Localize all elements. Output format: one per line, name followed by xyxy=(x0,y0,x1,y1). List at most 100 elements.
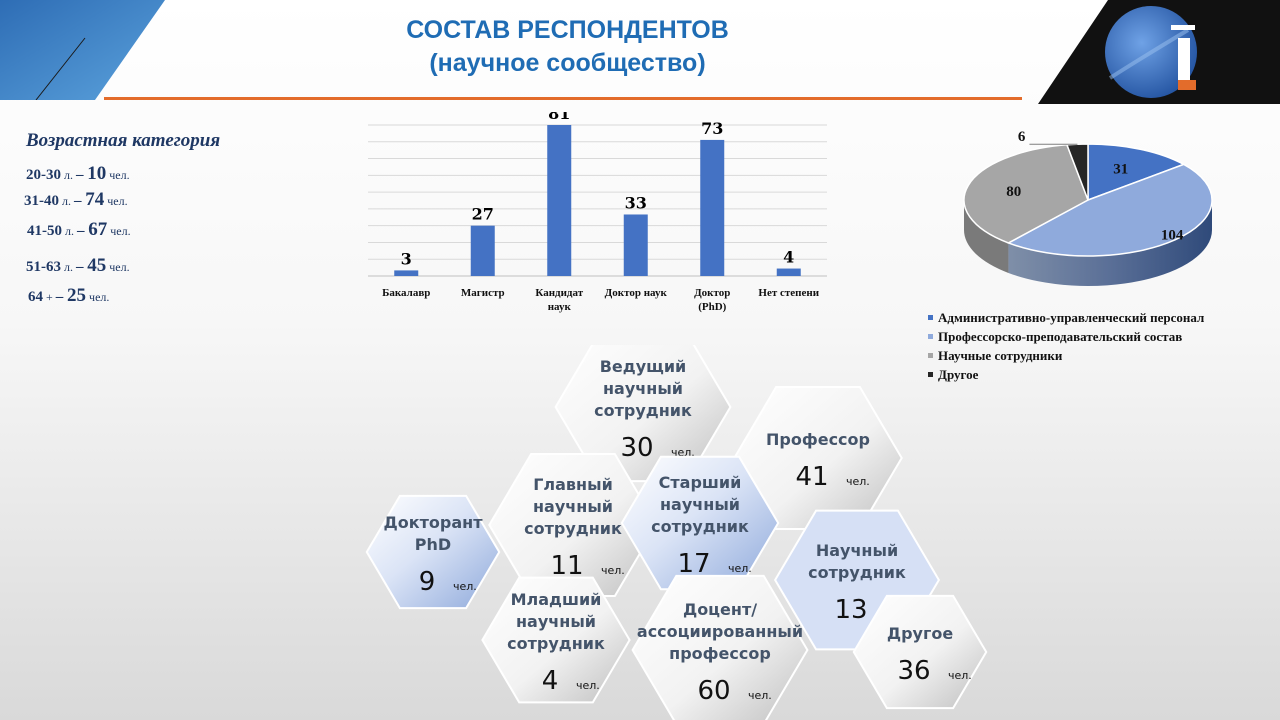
staff-pie-chart: 31 104 80 6 xyxy=(963,129,1213,286)
title-line-2: (научное сообщество) xyxy=(429,49,706,77)
position-hexagon: Докторант PhD 9 чел. xyxy=(365,494,501,610)
title-underline xyxy=(104,97,1022,100)
position-unit: чел. xyxy=(846,475,870,488)
legend-label: Профессорско-преподавательский состав xyxy=(938,329,1183,344)
pie-slice xyxy=(963,144,1089,244)
age-suffix: чел. xyxy=(106,260,130,274)
position-label-line: Научный xyxy=(816,541,898,560)
age-range: 64 xyxy=(28,289,43,305)
position-label-line: Доцент/ xyxy=(683,600,757,619)
position-label-line: научный xyxy=(660,495,740,514)
hexagon-shape xyxy=(365,494,501,610)
bar xyxy=(470,225,495,276)
position-count: 30 xyxy=(620,433,653,463)
position-unit: чел. xyxy=(748,689,772,702)
age-count: 25 xyxy=(67,285,87,306)
legend-label: Научные сотрудники xyxy=(938,348,1063,363)
age-unit: л. xyxy=(59,194,74,208)
legend-swatch xyxy=(928,334,933,339)
age-range: 41-50 xyxy=(27,223,62,239)
x-tick-label: Доктор (PhD) xyxy=(694,287,730,313)
hexagon-shape xyxy=(631,574,809,720)
position-label-line: Докторант xyxy=(384,513,484,532)
age-range: 51-63 xyxy=(26,259,61,275)
corner-logo-right xyxy=(1038,0,1280,104)
position-count: 4 xyxy=(542,666,559,696)
pie-value-label: 80 xyxy=(1006,184,1021,200)
legend-item: Профессорско-преподавательский состав xyxy=(928,327,1204,346)
position-label-line: Другое xyxy=(887,624,953,643)
age-row: 41-50 л. – 67 чел. xyxy=(27,219,131,241)
position-count: 41 xyxy=(795,462,828,492)
x-tick-label: Нет степени xyxy=(758,287,819,299)
position-label: Старший научный сотрудник xyxy=(651,473,749,536)
bar xyxy=(547,125,572,276)
legend-swatch xyxy=(928,315,933,320)
x-tick-label: Доктор наук xyxy=(605,287,668,299)
hexagon-shape xyxy=(852,594,988,710)
bar xyxy=(776,268,801,276)
position-label-line: Ведущий xyxy=(600,357,687,376)
position-label-line: Младший xyxy=(511,590,602,609)
position-count: 60 xyxy=(697,676,730,706)
pie-slice-side xyxy=(1008,200,1212,286)
position-label-line: научный xyxy=(533,497,613,516)
position-label: Научный сотрудник xyxy=(808,541,906,582)
position-unit: чел. xyxy=(728,562,752,575)
position-unit: чел. xyxy=(948,669,972,682)
legend-item: Другое xyxy=(928,365,1204,384)
x-tick-label: Кандидат наук xyxy=(535,287,583,313)
legend-label: Административно-управленческий персонал xyxy=(938,310,1205,325)
age-dash: – xyxy=(55,289,68,305)
position-label: Докторант PhD xyxy=(384,513,484,554)
bar-value-label: 81 xyxy=(548,112,570,123)
position-hexagon: Другое 36 чел. xyxy=(852,594,988,710)
bar-value-label: 33 xyxy=(625,193,647,212)
legend-label: Другое xyxy=(938,367,979,382)
age-suffix: чел. xyxy=(104,194,128,208)
pie-value-label: 104 xyxy=(1161,228,1184,244)
x-tick-label-line: Нет степени xyxy=(758,287,819,299)
age-row: 64 + – 25 чел. xyxy=(28,285,109,307)
position-label: Ведущий научный сотрудник xyxy=(594,357,692,420)
position-label-line: сотрудник xyxy=(651,517,749,536)
age-suffix: чел. xyxy=(107,224,131,238)
pie-slice-side xyxy=(964,200,1009,273)
age-dash: – xyxy=(77,223,89,239)
bar xyxy=(700,139,725,276)
hexagon-shape xyxy=(733,386,903,530)
hexagon-shape xyxy=(620,455,780,591)
age-count: 10 xyxy=(87,163,107,184)
legend-swatch xyxy=(928,372,933,377)
pie-legend: Административно-управленческий персонал П… xyxy=(928,308,1204,384)
pie-value-label: 31 xyxy=(1113,162,1128,178)
x-tick-label-line: Магистр xyxy=(461,287,505,299)
position-unit: чел. xyxy=(576,679,600,692)
age-dash: – xyxy=(76,167,88,183)
x-tick-label: Бакалавр xyxy=(382,287,430,299)
position-label: Доцент/ассоциированный профессор xyxy=(637,600,803,663)
age-suffix: чел. xyxy=(106,168,130,182)
hexagon-shape xyxy=(481,576,631,704)
position-label: Младший научный сотрудник xyxy=(507,590,605,653)
position-unit: чел. xyxy=(453,580,477,593)
age-row: 20-30 л. – 10 чел. xyxy=(26,163,130,185)
age-unit: л. xyxy=(61,168,76,182)
x-tick-label-line: Доктор наук xyxy=(605,287,668,299)
position-label-line: сотрудник xyxy=(524,519,622,538)
bar xyxy=(394,270,419,276)
position-label: Главный научный сотрудник xyxy=(524,475,622,538)
x-tick-label: Магистр xyxy=(461,287,505,299)
age-dash: – xyxy=(74,193,86,209)
bar-value-label: 73 xyxy=(701,119,723,138)
age-range: 31-40 xyxy=(24,193,59,209)
x-tick-label-line: Кандидат xyxy=(535,287,583,299)
age-suffix: чел. xyxy=(86,290,110,304)
position-label: Профессор xyxy=(766,430,870,449)
position-unit: чел. xyxy=(601,564,625,577)
position-label-line: PhD xyxy=(415,535,451,554)
legend-item: Научные сотрудники xyxy=(928,346,1204,365)
legend-item: Административно-управленческий персонал xyxy=(928,308,1204,327)
bar-value-label: 3 xyxy=(401,249,412,268)
